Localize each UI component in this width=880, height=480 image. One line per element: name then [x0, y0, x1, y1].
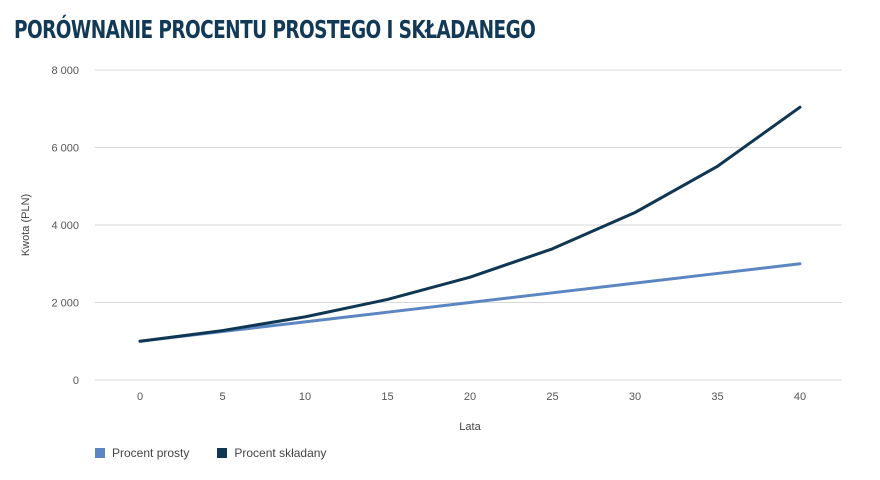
legend-label: Procent prosty	[112, 446, 190, 460]
chart-title: PORÓWNANIE PROCENTU PROSTEGO I SKŁADANEG…	[14, 15, 536, 44]
y-tick-label: 4 000	[51, 220, 79, 232]
y-tick-label: 6 000	[51, 143, 79, 155]
legend-label: Procent składany	[234, 446, 327, 460]
legend-swatch	[95, 448, 105, 458]
legend-item-simple-interest: Procent prosty	[95, 446, 189, 460]
legend: Procent prosty Procent składany	[95, 446, 326, 460]
y-tick-label: 2 000	[51, 298, 79, 310]
x-tick-label: 15	[381, 391, 393, 403]
y-axis-ticks: 0 2 000 4 000 6 000 8 000	[51, 65, 79, 387]
x-tick-label: 5	[219, 391, 225, 403]
y-tick-label: 8 000	[51, 65, 79, 77]
x-axis-ticks: 0 5 10 15 20 25 30 35 40	[137, 391, 806, 403]
y-axis-title: Kwota (PLN)	[20, 194, 32, 256]
legend-swatch	[217, 448, 228, 458]
legend-item-compound-interest: Procent składany	[217, 446, 326, 460]
y-tick-label: 0	[73, 375, 79, 387]
x-tick-label: 25	[546, 391, 558, 403]
series-lines	[138, 105, 802, 343]
x-tick-label: 35	[711, 391, 723, 403]
x-tick-label: 40	[794, 391, 806, 403]
x-axis-title: Lata	[459, 421, 481, 433]
line-chart: 0 2 000 4 000 6 000 8 000 0 5 10 15 20 25 30 35 40 K…	[20, 65, 842, 433]
series-line-compound-interest	[138, 105, 802, 343]
series-line-simple-interest	[138, 262, 802, 343]
x-tick-label: 20	[464, 391, 476, 403]
x-tick-label: 0	[137, 391, 143, 403]
x-tick-label: 30	[629, 391, 641, 403]
x-tick-label: 10	[299, 391, 311, 403]
